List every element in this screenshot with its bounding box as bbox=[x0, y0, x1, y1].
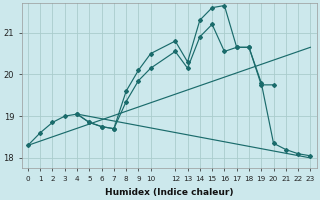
X-axis label: Humidex (Indice chaleur): Humidex (Indice chaleur) bbox=[105, 188, 233, 197]
